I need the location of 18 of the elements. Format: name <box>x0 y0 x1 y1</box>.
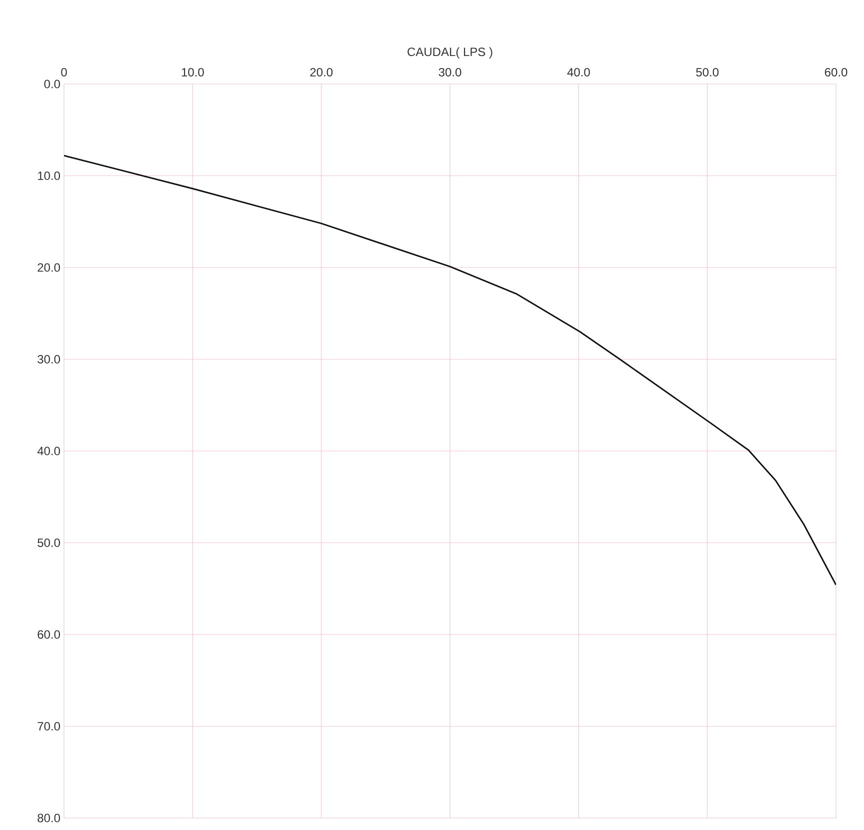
x-tick-label: 20.0 <box>310 68 333 76</box>
y-tick-label: 70.0 <box>38 722 60 730</box>
x-tick-label: 40.0 <box>567 68 590 76</box>
y-tick-label: 30.0 <box>38 355 60 364</box>
y-tick-label: 0.0 <box>44 80 60 88</box>
y-tick-label: 60.0 <box>38 630 60 639</box>
y-tick-label: 80.0 <box>38 814 60 822</box>
line-series <box>64 154 836 586</box>
x-tick-label: 60.0 <box>824 68 848 76</box>
x-tick-label: 30.0 <box>438 68 462 76</box>
x-tick-label: 10.0 <box>182 68 204 76</box>
y-tick-label: 10.0 <box>38 172 60 180</box>
x-tick-label: 50.0 <box>696 68 719 76</box>
x-tick-label: 0 <box>61 68 67 76</box>
y-tick-label: 50.0 <box>38 538 60 547</box>
x-axis-title: CAUDAL( LPS ) <box>408 47 492 58</box>
y-tick-label: 20.0 <box>38 263 60 272</box>
y-tick-label: 40.0 <box>37 446 60 456</box>
